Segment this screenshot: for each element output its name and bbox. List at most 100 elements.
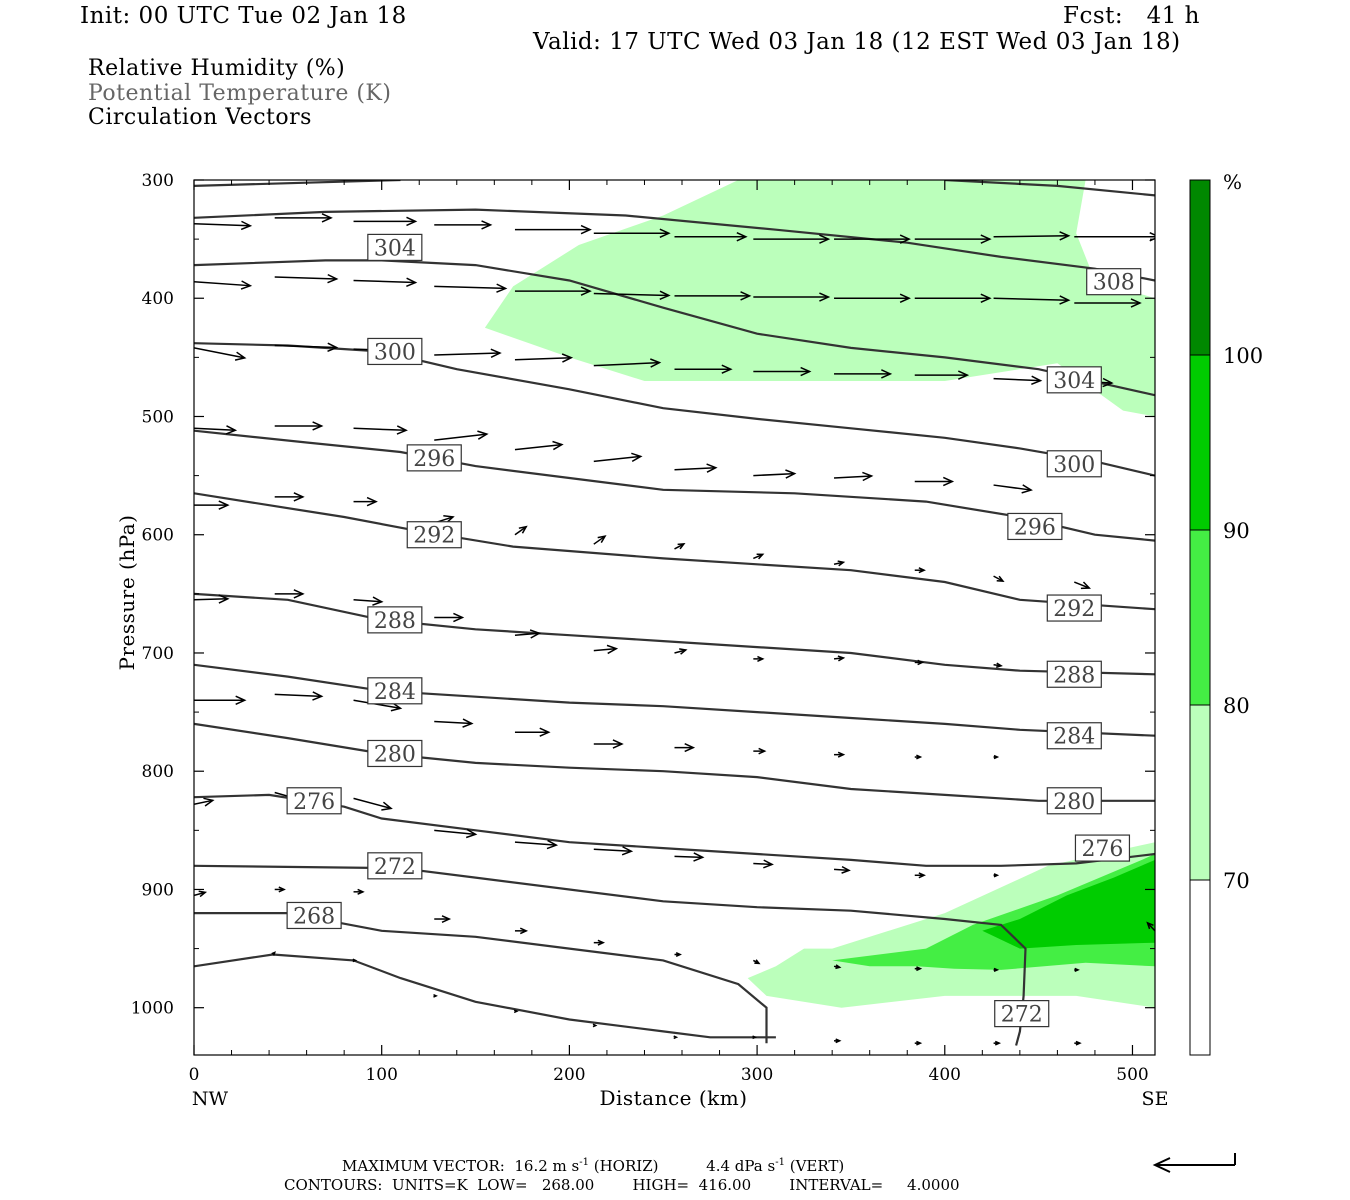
circulation-vector: [274, 273, 339, 284]
circulation-vector: [514, 629, 542, 639]
vector-head: [916, 1040, 923, 1046]
vector-head: [881, 369, 893, 379]
vector-head: [441, 915, 452, 923]
max-vector-note: MAXIMUM VECTOR: 16.2 m s-1 (HORIZ) 4.4 d…: [342, 1157, 845, 1175]
vector-head: [198, 890, 208, 898]
vector-head: [899, 293, 911, 303]
contour-label-box: [1086, 268, 1142, 296]
contour-label-box: [1046, 450, 1102, 478]
vector-shaft: [194, 891, 206, 897]
vector-shaft: [593, 292, 669, 297]
vector-head: [1075, 1040, 1082, 1046]
colorbar-tick-label: 100: [1223, 344, 1263, 368]
contour-label-272: 272: [367, 852, 423, 880]
contour-label-284: 284: [1046, 722, 1102, 750]
vector-head: [740, 291, 752, 301]
vector-shaft: [353, 599, 382, 603]
vector-head: [957, 370, 970, 380]
vector-shaft: [674, 466, 716, 471]
circulation-vector: [993, 295, 1071, 305]
forecast-hour: Fcst: 41 h: [1063, 3, 1200, 29]
x-tick-label: 0: [189, 1065, 200, 1085]
vector-shaft: [353, 797, 392, 810]
circulation-vector: [353, 797, 393, 811]
circulation-vector: [914, 234, 992, 244]
colorbar-tick-label: 90: [1223, 519, 1250, 543]
colorbar-tick-label: 70: [1223, 869, 1250, 893]
contour-label-280: 280: [1046, 787, 1102, 815]
vector-head: [529, 629, 542, 639]
vector-head: [278, 886, 286, 893]
vector-head: [754, 959, 761, 965]
contour-label-box: [1046, 787, 1102, 815]
circulation-vector: [274, 421, 324, 431]
vector-shaft: [834, 475, 872, 479]
theta-contour-284: [194, 663, 1155, 737]
circulation-vector: [1074, 232, 1155, 242]
vector-shaft: [993, 235, 1069, 238]
circulation-vector: [833, 655, 846, 662]
contour-label-296: 296: [406, 444, 462, 472]
vector-head: [819, 234, 831, 244]
y-tick-label: 800: [142, 762, 174, 782]
circulation-vector: [434, 612, 465, 623]
vector-shaft: [514, 841, 557, 846]
contour-label-284: 284: [367, 677, 423, 705]
contour-label-box: [1046, 594, 1102, 622]
circulation-vector: [674, 463, 718, 473]
circulation-vector: [834, 751, 846, 758]
vector-head: [481, 220, 493, 230]
circulation-vector: [352, 958, 358, 963]
vector-head: [597, 939, 606, 946]
circulation-vector: [274, 342, 339, 352]
vector-head: [372, 596, 384, 606]
vector-head: [994, 1040, 1002, 1046]
circulation-vector: [434, 348, 502, 358]
contour-label-text: 276: [1081, 837, 1123, 862]
contour-label-box: [1074, 834, 1131, 862]
circulation-vector-layer: [194, 213, 1155, 1046]
contour-label-288: 288: [1046, 660, 1102, 688]
x-endpoint-right: SE: [1142, 1088, 1169, 1110]
vector-shaft: [514, 356, 572, 361]
circulation-vector: [1074, 967, 1080, 973]
contour-label-box: [1046, 660, 1102, 688]
theta-contour-272: [194, 864, 1027, 1046]
contour-label-text: 268: [293, 904, 335, 929]
circulation-vector: [833, 865, 851, 874]
vector-head: [496, 283, 508, 293]
vector-head: [1059, 231, 1071, 241]
circulation-vector: [914, 966, 923, 972]
circulation-vector: [674, 648, 688, 655]
vector-head: [597, 535, 607, 544]
circulation-vector: [752, 1035, 758, 1040]
circulation-vector: [274, 213, 333, 223]
circulation-vector: [274, 492, 305, 502]
vector-head: [659, 290, 671, 301]
vector-head: [433, 993, 438, 998]
vector-head: [234, 351, 247, 361]
field-label-rh: Relative Humidity (%): [88, 56, 346, 81]
y-tick-label: 700: [142, 644, 174, 664]
circulation-vector: [194, 347, 247, 361]
contour-label-box: [367, 337, 423, 366]
contour-label-layer: 268 272 272 276 276 280 280 284 284 288 288 292 292 2…: [286, 233, 1142, 1028]
circulation-vector: [834, 293, 911, 303]
vector-head: [546, 839, 559, 850]
vector-head: [837, 655, 846, 662]
field-label-vectors: Circulation Vectors: [88, 105, 312, 130]
theta-contour-308: [194, 208, 1155, 282]
vector-head: [758, 747, 767, 755]
circulation-vector: [353, 216, 418, 227]
circulation-vector: [434, 915, 452, 923]
vector-head: [993, 873, 1000, 878]
vector-shaft: [274, 344, 337, 349]
circulation-vector: [353, 277, 418, 287]
vector-shaft: [993, 297, 1069, 301]
vector-head: [752, 1035, 758, 1040]
circulation-vector: [593, 228, 671, 238]
vector-head: [837, 751, 846, 758]
vector-shaft: [194, 427, 236, 432]
theta-contour-300: [194, 342, 1155, 477]
